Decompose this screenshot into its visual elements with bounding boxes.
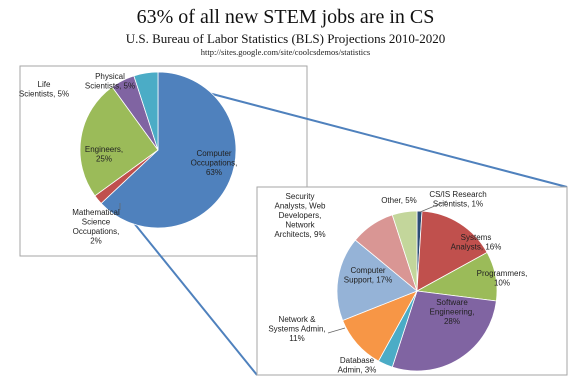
label-network-systems-admin: Network & Systems Admin, 11% bbox=[268, 315, 325, 343]
main-slice-computer-occupations bbox=[100, 71, 237, 229]
label-physical-scientists: Physical Scientists, 5% bbox=[85, 72, 135, 91]
label-engineers-line: 25% bbox=[96, 155, 112, 164]
main-slice-engineers bbox=[79, 86, 159, 197]
main-slice-physical-scientists bbox=[133, 71, 159, 151]
label-engineers-line: Engineers, bbox=[85, 145, 123, 154]
label-security-analysts-line: Analysts, Web bbox=[275, 202, 327, 211]
label-cs-is-research-line: Scientists, 1% bbox=[433, 200, 483, 209]
label-other: Other, 5% bbox=[381, 196, 417, 205]
label-security-analysts-line: Security bbox=[286, 192, 315, 201]
label-network-systems-admin-line: Systems Admin, bbox=[268, 325, 325, 334]
label-mathematical-science-line: Mathematical bbox=[72, 208, 120, 217]
label-engineers: Engineers, 25% bbox=[85, 145, 123, 164]
label-database-admin-line: Database bbox=[340, 356, 375, 365]
label-cs-is-research: CS/IS Research Scientists, 1% bbox=[429, 190, 486, 209]
label-computer-occupations-line: 63% bbox=[206, 168, 222, 177]
detail-slice-other bbox=[391, 210, 418, 292]
slice-labels: Computer Occupations, 63%Engineers, 25%Life… bbox=[19, 72, 527, 375]
chart-subtitle: U.S. Bureau of Labor Statistics (BLS) Pr… bbox=[125, 31, 446, 46]
connector-line-bottom bbox=[124, 211, 258, 376]
leader-line-research bbox=[419, 200, 448, 213]
label-security-analysts-line: Developers, bbox=[279, 211, 322, 220]
label-programmers-line: 10% bbox=[494, 279, 510, 288]
label-systems-analysts-line: Analysts, 16% bbox=[451, 243, 502, 252]
label-software-engineering-line: 28% bbox=[444, 317, 460, 326]
callout-connectors bbox=[124, 89, 568, 376]
label-mathematical-science: Mathematical Science Occupations, 2% bbox=[72, 208, 120, 246]
label-mathematical-science-line: Science bbox=[82, 218, 111, 227]
label-software-engineering-line: Software bbox=[436, 298, 468, 307]
label-physical-scientists-line: Scientists, 5% bbox=[85, 82, 135, 91]
label-mathematical-science-line: Occupations, bbox=[73, 227, 120, 236]
leader-line-network bbox=[327, 327, 346, 334]
label-network-systems-admin-line: Network & bbox=[279, 315, 317, 324]
label-software-engineering: Software Engineering, 28% bbox=[430, 298, 475, 326]
label-systems-analysts-line: Systems bbox=[461, 233, 492, 242]
label-programmers: Programmers, 10% bbox=[477, 269, 528, 288]
label-cs-is-research-line: CS/IS Research bbox=[429, 190, 486, 199]
main-pie bbox=[79, 71, 237, 229]
label-security-analysts-line: Architects, 9% bbox=[274, 230, 325, 239]
label-database-admin-line: Admin, 3% bbox=[338, 366, 377, 375]
label-software-engineering-line: Engineering, bbox=[430, 308, 475, 317]
label-computer-support-line: Support, 17% bbox=[344, 276, 392, 285]
label-programmers-line: Programmers, bbox=[477, 269, 528, 278]
connector-line-top bbox=[196, 89, 568, 188]
source-url: http://sites.google.com/site/coolcsdemos… bbox=[200, 47, 371, 57]
label-security-analysts-line: Network bbox=[285, 221, 315, 230]
label-life-scientists-line: Life bbox=[38, 80, 51, 89]
label-computer-occupations: Computer Occupations, 63% bbox=[191, 149, 238, 177]
label-other-line: Other, 5% bbox=[381, 196, 417, 205]
label-systems-analysts: Systems Analysts, 16% bbox=[451, 233, 502, 252]
label-physical-scientists-line: Physical bbox=[95, 72, 125, 81]
label-network-systems-admin-line: 11% bbox=[289, 334, 304, 343]
label-life-scientists-line: Scientists, 5% bbox=[19, 90, 69, 99]
detail-slice-systems-analysts bbox=[416, 210, 488, 292]
label-computer-occupations-line: Occupations, bbox=[191, 159, 238, 168]
chart-title: 63% of all new STEM jobs are in CS bbox=[136, 6, 435, 28]
detail-slice-computer-support bbox=[336, 239, 418, 321]
label-life-scientists: Life Scientists, 5% bbox=[19, 80, 69, 99]
label-computer-support-line: Computer bbox=[350, 266, 385, 275]
detail-slice-software-engineering bbox=[391, 290, 497, 372]
detail-pie bbox=[336, 210, 498, 372]
label-mathematical-science-line: 2% bbox=[90, 237, 102, 246]
label-computer-support: Computer Support, 17% bbox=[344, 266, 392, 285]
label-security-analysts: Security Analysts, Web Developers, Network A… bbox=[274, 192, 326, 239]
label-database-admin: Database Admin, 3% bbox=[338, 356, 377, 375]
label-computer-occupations-line: Computer bbox=[196, 149, 231, 158]
